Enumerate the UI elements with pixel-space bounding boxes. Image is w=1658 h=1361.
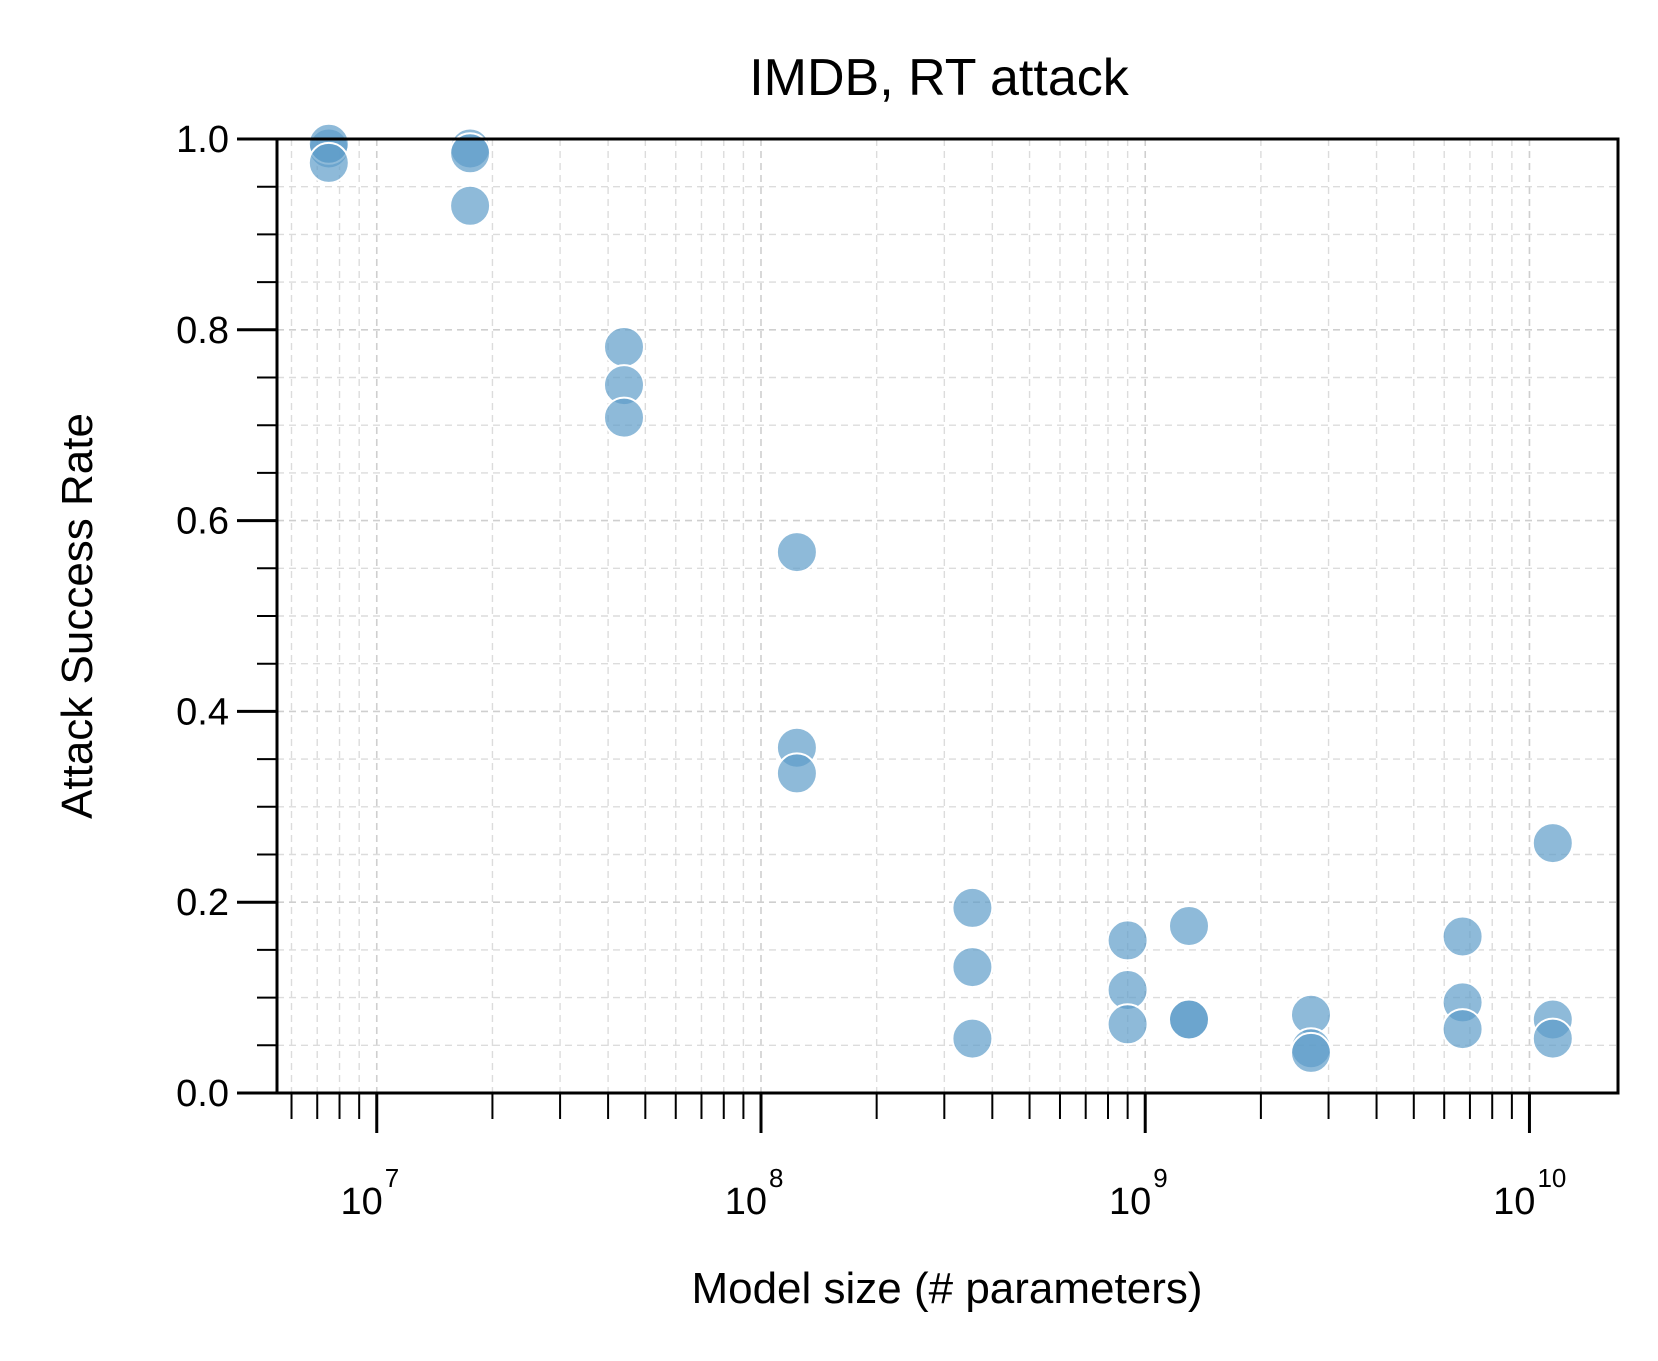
scatter-point <box>449 184 492 227</box>
scatter-point <box>307 141 350 184</box>
x-tick-label-base: 10 <box>1493 1181 1535 1223</box>
x-tick-label-exponent: 8 <box>769 1163 783 1193</box>
x-tick-label: 107 <box>340 1163 399 1223</box>
chart-title: IMDB, RT attack <box>749 49 1130 107</box>
x-tick-label-base: 10 <box>725 1181 767 1223</box>
scatter-point <box>1441 1008 1484 1051</box>
scatter-point <box>775 531 818 574</box>
x-tick-label: 109 <box>1109 1163 1168 1223</box>
x-tick-label-exponent: 10 <box>1537 1163 1566 1193</box>
scatter-point <box>449 132 492 175</box>
scatter-point <box>775 752 818 795</box>
scatter-point <box>1106 1003 1149 1046</box>
x-tick-label-base: 10 <box>1109 1181 1151 1223</box>
y-tick-label: 1.0 <box>176 119 229 161</box>
scatter-point <box>1441 915 1484 958</box>
y-tick-label: 0.8 <box>176 310 229 352</box>
scatter-point <box>951 1017 994 1060</box>
scatter-point <box>1531 822 1574 865</box>
x-tick-label-exponent: 9 <box>1153 1163 1167 1193</box>
x-axis-label: Model size (# parameters) <box>691 1264 1202 1313</box>
y-tick-label: 0.6 <box>176 501 229 543</box>
plot-frame <box>275 137 1620 1095</box>
x-tick-label-base: 10 <box>340 1181 382 1223</box>
scatter-point <box>603 326 645 368</box>
scatter-point <box>1168 905 1210 947</box>
x-tick-label: 108 <box>725 1163 784 1223</box>
scatter-point <box>1168 998 1210 1041</box>
scatter-point <box>951 946 994 989</box>
scatter-point <box>951 886 994 929</box>
scatter-point <box>1106 919 1149 962</box>
y-axis-label: Attack Success Rate <box>53 413 102 819</box>
y-tick-label: 0.0 <box>176 1073 229 1115</box>
scatter-point <box>603 396 645 439</box>
scatter-point <box>1290 1031 1332 1074</box>
y-tick-label: 0.2 <box>176 882 229 924</box>
y-tick-label: 0.4 <box>176 691 229 733</box>
axis-ticks <box>237 137 1531 1133</box>
scatter-point <box>1531 1017 1574 1060</box>
x-tick-label-exponent: 7 <box>385 1163 399 1193</box>
